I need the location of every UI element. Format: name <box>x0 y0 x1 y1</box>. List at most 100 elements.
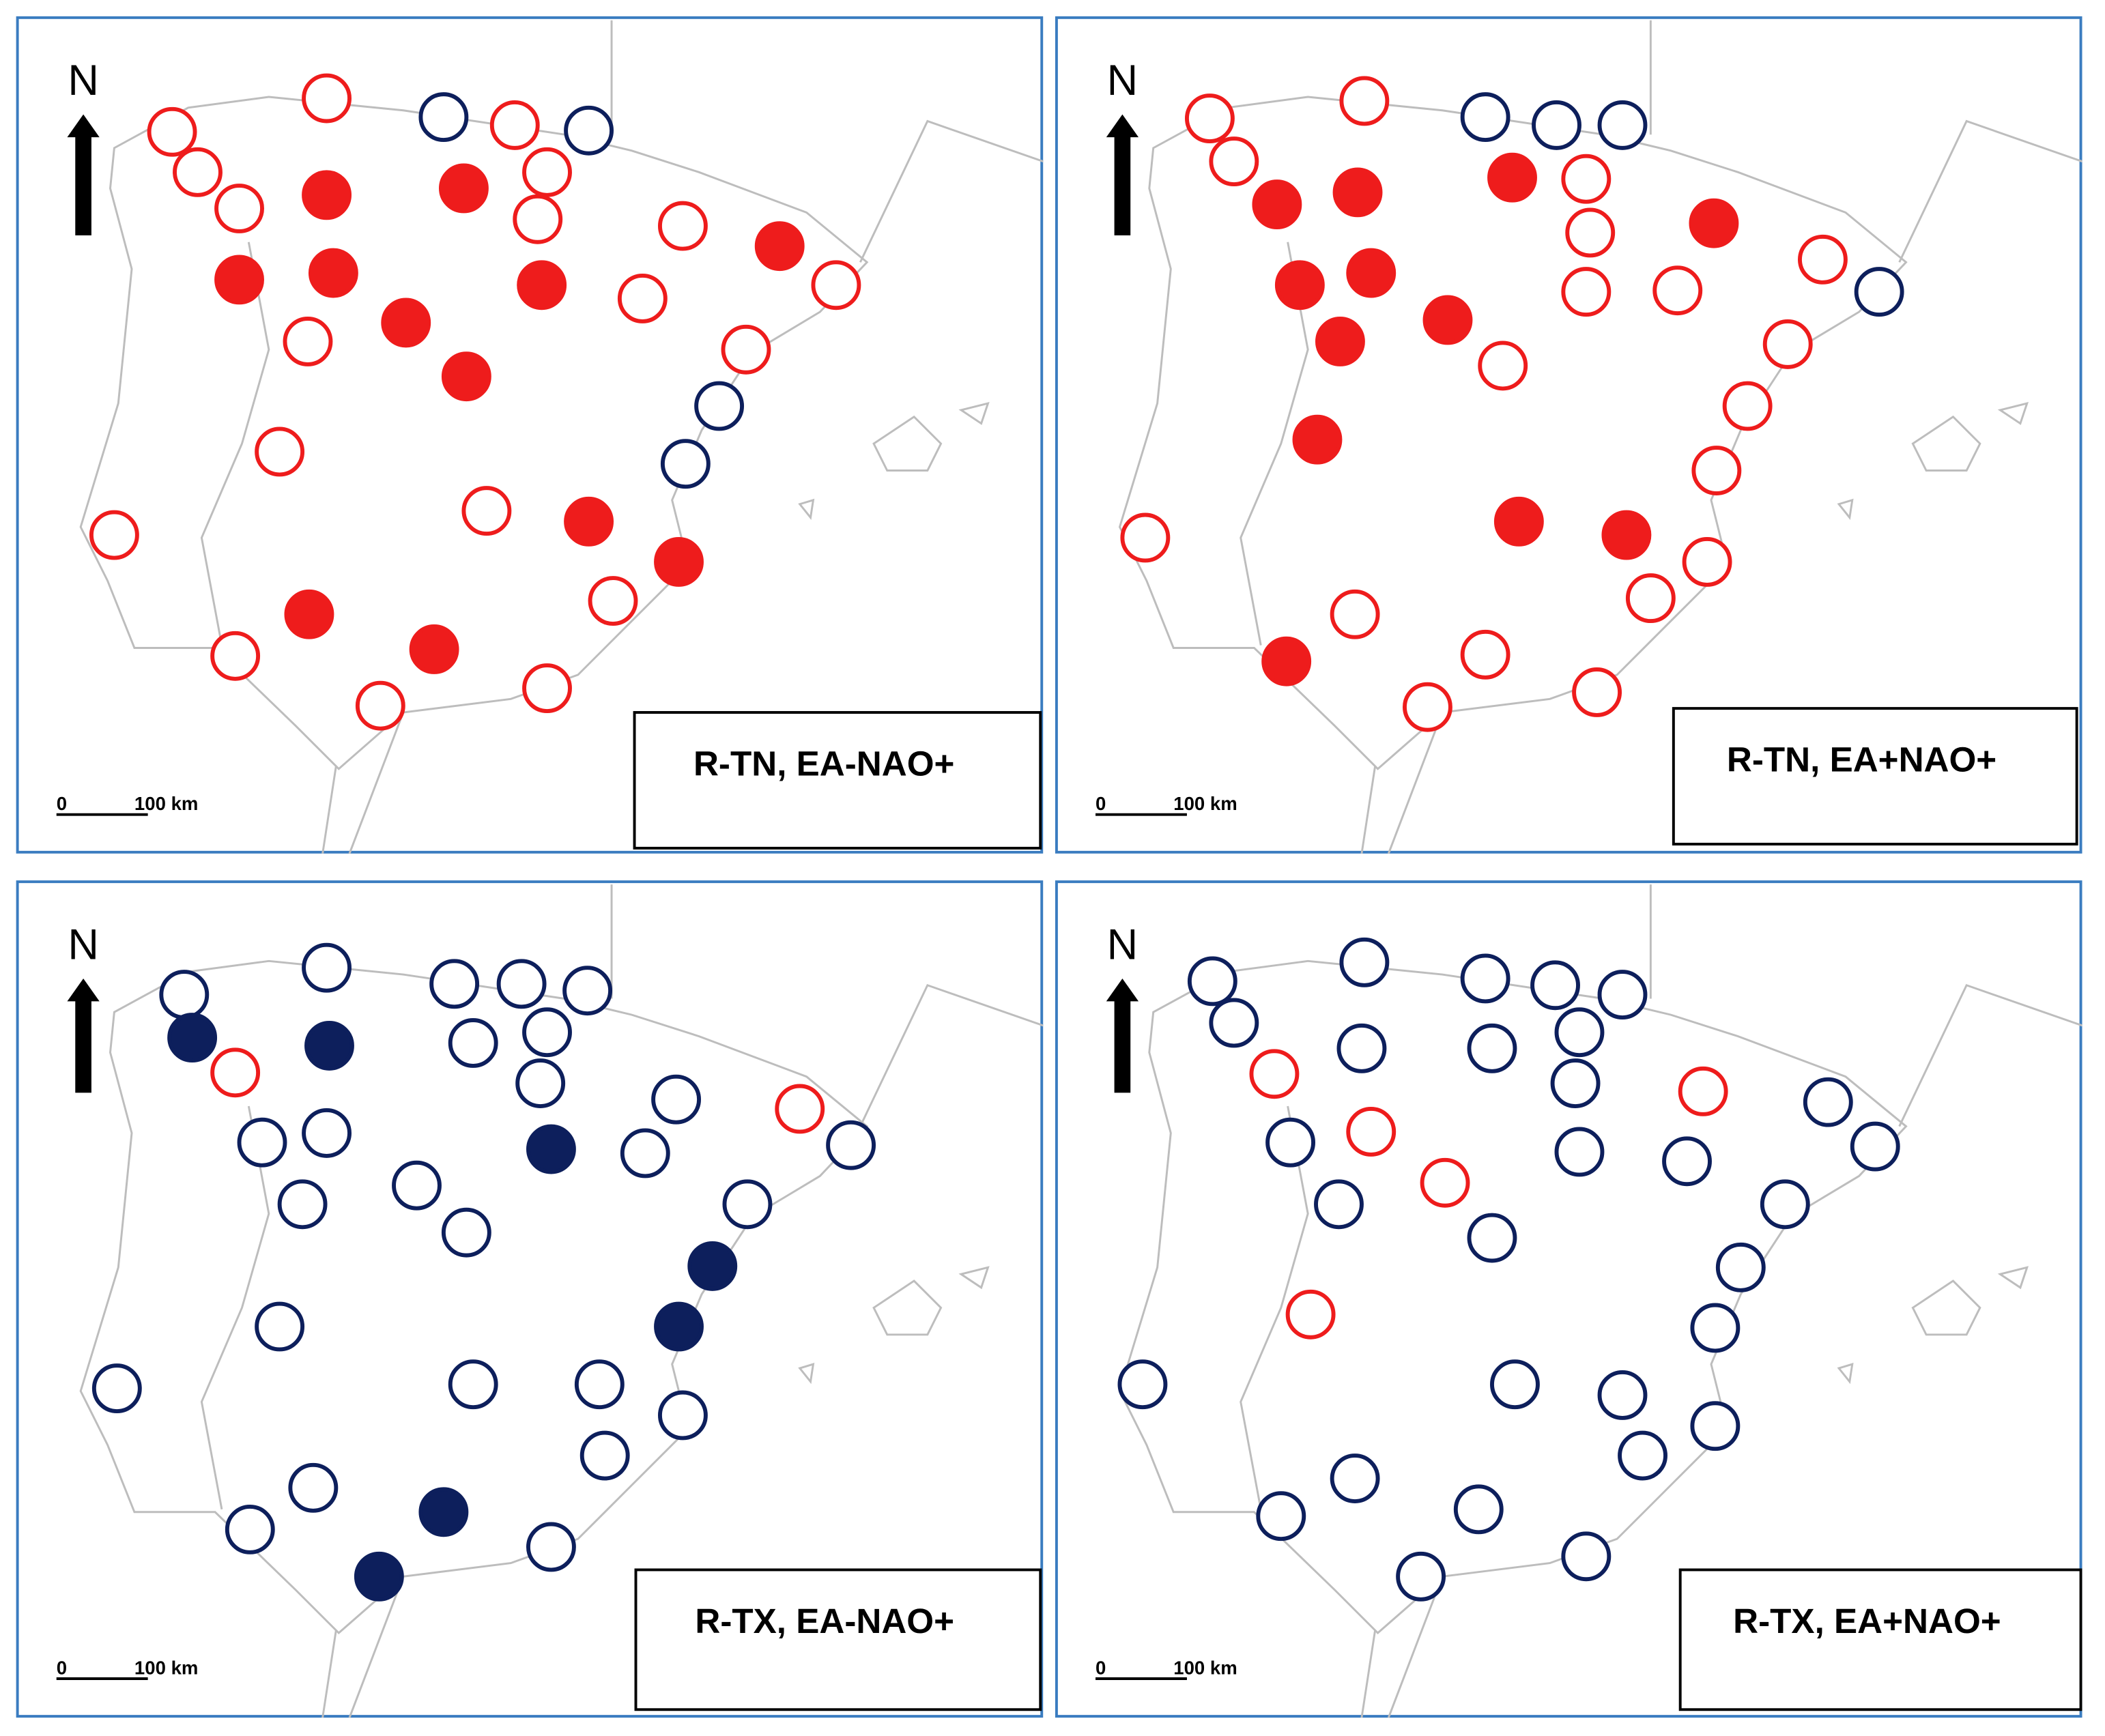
station-open <box>255 426 305 477</box>
station-open <box>147 106 197 157</box>
station-filled <box>687 1241 738 1291</box>
station-filled <box>167 1013 218 1063</box>
north-arrow-head <box>1106 114 1139 138</box>
station-open <box>657 201 708 251</box>
map-panel: N 0 100 km R-TX, EA+NAO+ <box>1055 880 2083 1718</box>
station-open <box>288 1462 339 1513</box>
station-open <box>811 260 861 310</box>
station-filled <box>654 537 704 587</box>
station-open <box>522 1007 572 1058</box>
scale-distance: 100 km <box>134 1657 198 1678</box>
station-open <box>1572 667 1622 717</box>
station-open <box>1597 1370 1648 1420</box>
station-filled <box>526 1124 576 1174</box>
station-open <box>522 663 572 713</box>
station-open <box>277 1179 328 1230</box>
station-open <box>1618 1430 1667 1481</box>
station-open <box>1530 960 1580 1011</box>
scale-distance: 100 km <box>134 793 198 814</box>
station-open <box>722 1179 773 1230</box>
station-filled <box>438 163 489 214</box>
station-filled <box>308 248 358 298</box>
station-open <box>1554 1127 1605 1177</box>
scale-zero: 0 <box>57 793 67 814</box>
station-open <box>441 1207 491 1258</box>
station-open <box>721 324 771 375</box>
borders <box>200 884 1044 1718</box>
borders <box>1240 884 2083 1718</box>
station-open <box>826 1120 876 1170</box>
station-open <box>392 1160 442 1211</box>
station-open <box>302 942 352 993</box>
panel-label: R-TN, EA-NAO+ <box>693 744 954 783</box>
map-panel: N 0 100 km R-TX, EA-NAO+ <box>16 880 1044 1718</box>
station-filled <box>517 260 567 310</box>
north-label: N <box>1107 57 1138 104</box>
islands <box>798 401 990 521</box>
station-open <box>89 510 139 560</box>
station-open <box>448 1359 498 1410</box>
scale-distance: 100 km <box>1173 1657 1237 1678</box>
station-open <box>210 631 261 681</box>
station-open <box>448 1018 498 1068</box>
station-open <box>173 147 223 197</box>
station-open <box>1249 1049 1300 1099</box>
station-open <box>1490 1359 1540 1410</box>
station-open <box>1460 629 1510 680</box>
station-open <box>418 92 469 143</box>
station-open <box>1184 93 1235 143</box>
station-open <box>1460 953 1510 1004</box>
station-open <box>1209 136 1259 187</box>
station-open <box>588 576 638 626</box>
station-open <box>515 1058 566 1108</box>
station-open <box>1117 1359 1168 1410</box>
north-arrow-shaft <box>1114 134 1131 235</box>
station-open <box>1662 1136 1712 1187</box>
station-open <box>1690 1303 1741 1353</box>
station-open <box>513 194 563 244</box>
north-arrow-head <box>67 978 100 1002</box>
station-open <box>210 1047 261 1098</box>
station-open <box>657 1390 708 1441</box>
north-label: N <box>68 57 99 104</box>
scale-zero: 0 <box>1096 1657 1106 1678</box>
station-open <box>1652 265 1703 316</box>
station-open <box>1330 1453 1380 1503</box>
station-open <box>617 274 668 323</box>
station-open <box>1396 1551 1446 1602</box>
north-arrow-shaft <box>1114 998 1131 1093</box>
station-open <box>1597 100 1648 150</box>
station-open <box>255 1301 305 1352</box>
station-open <box>620 1128 670 1178</box>
station-open <box>1187 956 1237 1007</box>
station-filled <box>654 1301 704 1352</box>
station-filled <box>1601 510 1652 560</box>
station-filled <box>1315 317 1365 366</box>
station-open <box>579 1430 630 1481</box>
map-panel: N 0 100 km R-TN, EA-NAO+ <box>16 16 1044 854</box>
station-open <box>302 1108 352 1158</box>
station-open <box>1762 319 1813 369</box>
station-open <box>91 1363 142 1414</box>
station-filled <box>564 496 614 547</box>
label-box <box>1678 1568 2082 1711</box>
station-open <box>1722 381 1773 431</box>
station-open <box>496 959 547 1009</box>
station-filled <box>1493 496 1544 547</box>
station-open <box>1690 1401 1741 1451</box>
north-arrow-head <box>1106 978 1139 1002</box>
station-open <box>1330 589 1380 639</box>
station-open <box>1597 970 1648 1020</box>
station-open <box>1285 1289 1336 1340</box>
station-open <box>1565 207 1616 258</box>
panel-label: R-TN, EA+NAO+ <box>1727 740 1996 779</box>
station-open <box>1336 1023 1387 1073</box>
station-filled <box>441 351 491 402</box>
station-filled <box>1346 248 1397 298</box>
north-arrow-shaft <box>75 134 91 235</box>
station-open <box>1561 154 1612 204</box>
label-box <box>634 1568 1042 1711</box>
islands <box>798 1266 990 1385</box>
station-open <box>1120 512 1171 563</box>
